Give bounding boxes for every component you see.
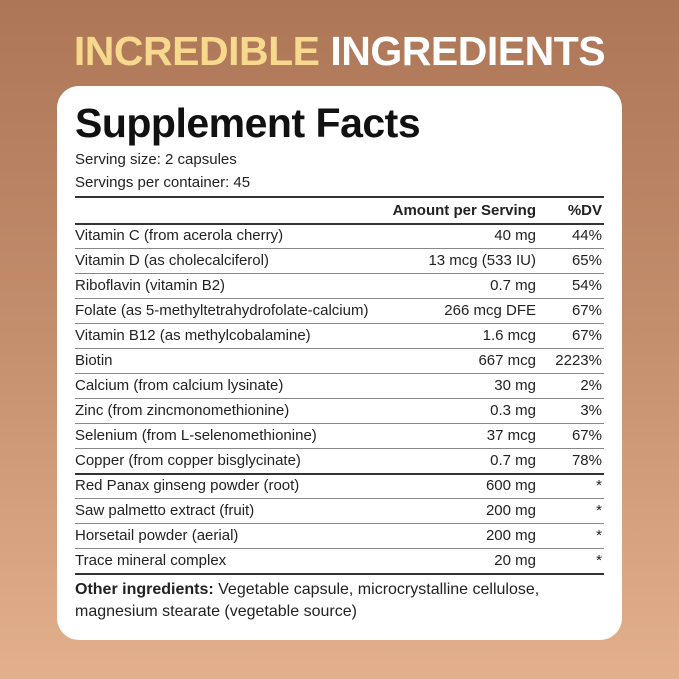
ingredient-name: Riboflavin (vitamin B2) xyxy=(75,277,226,294)
ingredient-name: Biotin xyxy=(75,352,113,369)
daily-value: * xyxy=(596,477,602,494)
daily-value: 44% xyxy=(571,227,602,244)
table-row: Riboflavin (vitamin B2) 0.7 mg 54% xyxy=(75,273,604,298)
table-row: Vitamin B12 (as methylcobalamine) 1.6 mcg… xyxy=(75,323,604,348)
row-divider xyxy=(75,548,604,549)
ingredient-name: Selenium (from L-selenomethionine) xyxy=(75,427,317,444)
ingredient-name: Vitamin D (as cholecalciferol) xyxy=(75,252,269,269)
daily-value: * xyxy=(596,502,602,519)
daily-value: 54% xyxy=(571,277,602,294)
row-divider xyxy=(75,273,604,274)
amount: 0.7 mg xyxy=(490,277,536,294)
amount: 20 mg xyxy=(494,552,536,569)
row-divider xyxy=(75,498,604,499)
table-row: Zinc (from zincmonomethionine) 0.3 mg 3% xyxy=(75,398,604,423)
daily-value: 67% xyxy=(571,327,602,344)
table-row: Selenium (from L-selenomethionine) 37 mcg… xyxy=(75,423,604,448)
amount: 667 mcg xyxy=(478,352,536,369)
ingredient-name: Vitamin B12 (as methylcobalamine) xyxy=(75,327,311,344)
ingredient-name: Folate (as 5-methyltetrahydrofolate-calc… xyxy=(75,302,369,319)
table-row: Vitamin D (as cholecalciferol) 13 mcg (53… xyxy=(75,248,604,273)
rule xyxy=(75,573,604,575)
amount: 0.3 mg xyxy=(490,402,536,419)
other-ingredients: Other ingredients: Vegetable capsule, mi… xyxy=(75,579,575,623)
table-row: Saw palmetto extract (fruit) 200 mg * xyxy=(75,498,604,523)
title-highlight: INCREDIBLE xyxy=(73,28,320,74)
servings-per-container: Servings per container: 45 xyxy=(75,174,251,191)
daily-value: 67% xyxy=(571,302,602,319)
row-divider xyxy=(75,473,604,475)
amount: 0.7 mg xyxy=(490,452,536,469)
daily-value: 2% xyxy=(580,377,602,394)
row-divider xyxy=(75,448,604,449)
amount: 37 mcg xyxy=(486,427,536,444)
table-row: Red Panax ginseng powder (root) 600 mg * xyxy=(75,473,604,498)
amount: 600 mg xyxy=(485,477,536,494)
daily-value: 3% xyxy=(580,402,602,419)
amount: 266 mcg DFE xyxy=(444,302,536,319)
daily-value: 78% xyxy=(571,452,602,469)
daily-value: 65% xyxy=(571,252,602,269)
row-divider xyxy=(75,523,604,524)
table-row: Copper (from copper bisglycinate) 0.7 mg 7… xyxy=(75,448,604,473)
banner-title: INCREDIBLE INGREDIENTS xyxy=(0,28,679,75)
row-divider xyxy=(75,323,604,324)
amount: 1.6 mcg xyxy=(482,327,536,344)
header-row: Amount per Serving %DV xyxy=(75,198,604,223)
ingredient-name: Calcium (from calcium lysinate) xyxy=(75,377,284,394)
table-row: Horsetail powder (aerial) 200 mg * xyxy=(75,523,604,548)
ingredient-name: Copper (from copper bisglycinate) xyxy=(75,452,301,469)
table-row: Biotin 667 mcg 2223% xyxy=(75,348,604,373)
row-divider xyxy=(75,248,604,249)
column-header: %DV xyxy=(567,202,602,219)
row-divider xyxy=(75,348,604,349)
daily-value: 67% xyxy=(571,427,602,444)
ingredient-name: Red Panax ginseng powder (root) xyxy=(75,477,300,494)
serving-size: Serving size: 2 capsules xyxy=(75,151,237,168)
column-header: Amount per Serving xyxy=(392,202,536,219)
facts-panel: Supplement Facts Serving size: 2 capsule… xyxy=(57,86,622,640)
table-row: Folate (as 5-methyltetrahydrofolate-calc… xyxy=(75,298,604,323)
rule xyxy=(75,196,604,198)
amount: 13 mcg (533 IU) xyxy=(428,252,536,269)
ingredient-name: Saw palmetto extract (fruit) xyxy=(75,502,255,519)
amount: 30 mg xyxy=(494,377,536,394)
other-label: Other ingredients: xyxy=(75,581,214,598)
row-divider xyxy=(75,373,604,374)
ingredient-name: Horsetail powder (aerial) xyxy=(75,527,239,544)
ingredient-name: Trace mineral complex xyxy=(75,552,227,569)
row-divider xyxy=(75,423,604,424)
amount: 200 mg xyxy=(485,502,536,519)
daily-value: * xyxy=(596,527,602,544)
table-row: Trace mineral complex 20 mg * xyxy=(75,548,604,573)
amount: 40 mg xyxy=(494,227,536,244)
daily-value: * xyxy=(596,552,602,569)
other-text: Vegetable capsule, microcrystalline cell… xyxy=(75,581,540,620)
row-divider xyxy=(75,398,604,399)
ingredient-name: Vitamin C (from acerola cherry) xyxy=(75,227,284,244)
table-row: Vitamin C (from acerola cherry) 40 mg 44% xyxy=(75,223,604,248)
panel-title: Supplement Facts xyxy=(75,100,421,146)
ingredient-name: Zinc (from zincmonomethionine) xyxy=(75,402,290,419)
table-row: Calcium (from calcium lysinate) 30 mg 2% xyxy=(75,373,604,398)
row-divider xyxy=(75,223,604,225)
amount: 200 mg xyxy=(485,527,536,544)
title-rest: INGREDIENTS xyxy=(330,28,606,74)
daily-value: 2223% xyxy=(555,352,602,369)
row-divider xyxy=(75,298,604,299)
